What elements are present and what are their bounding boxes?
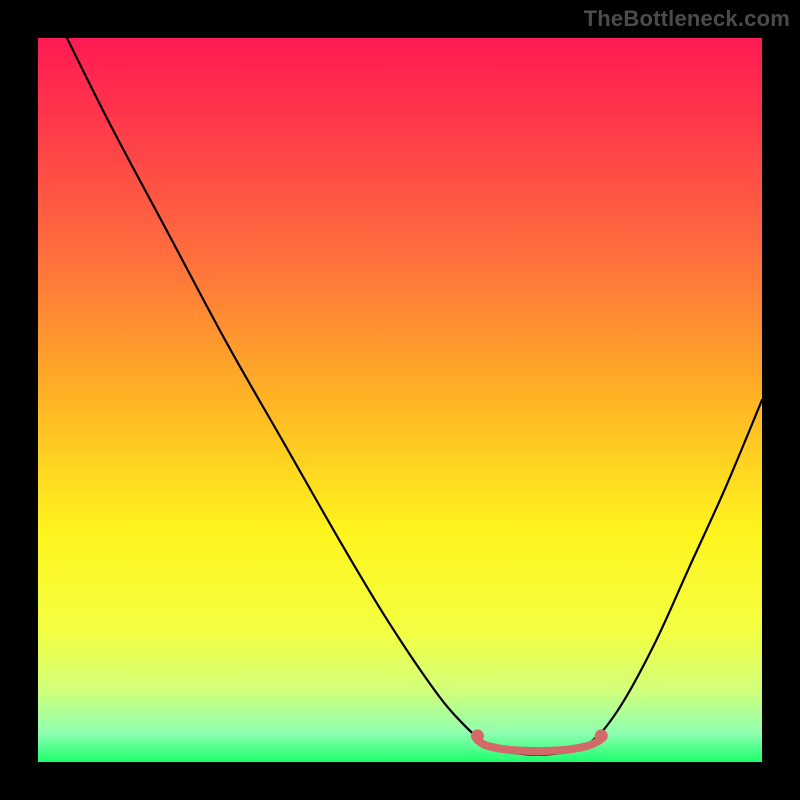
watermark-label: TheBottleneck.com (584, 6, 790, 32)
flat-zone-left-dot (471, 729, 484, 742)
flat-zone-right-dot (595, 729, 608, 742)
plot-svg (38, 38, 762, 762)
plot-background (38, 38, 762, 762)
plot-area (38, 38, 762, 762)
chart-frame: TheBottleneck.com (0, 0, 800, 800)
